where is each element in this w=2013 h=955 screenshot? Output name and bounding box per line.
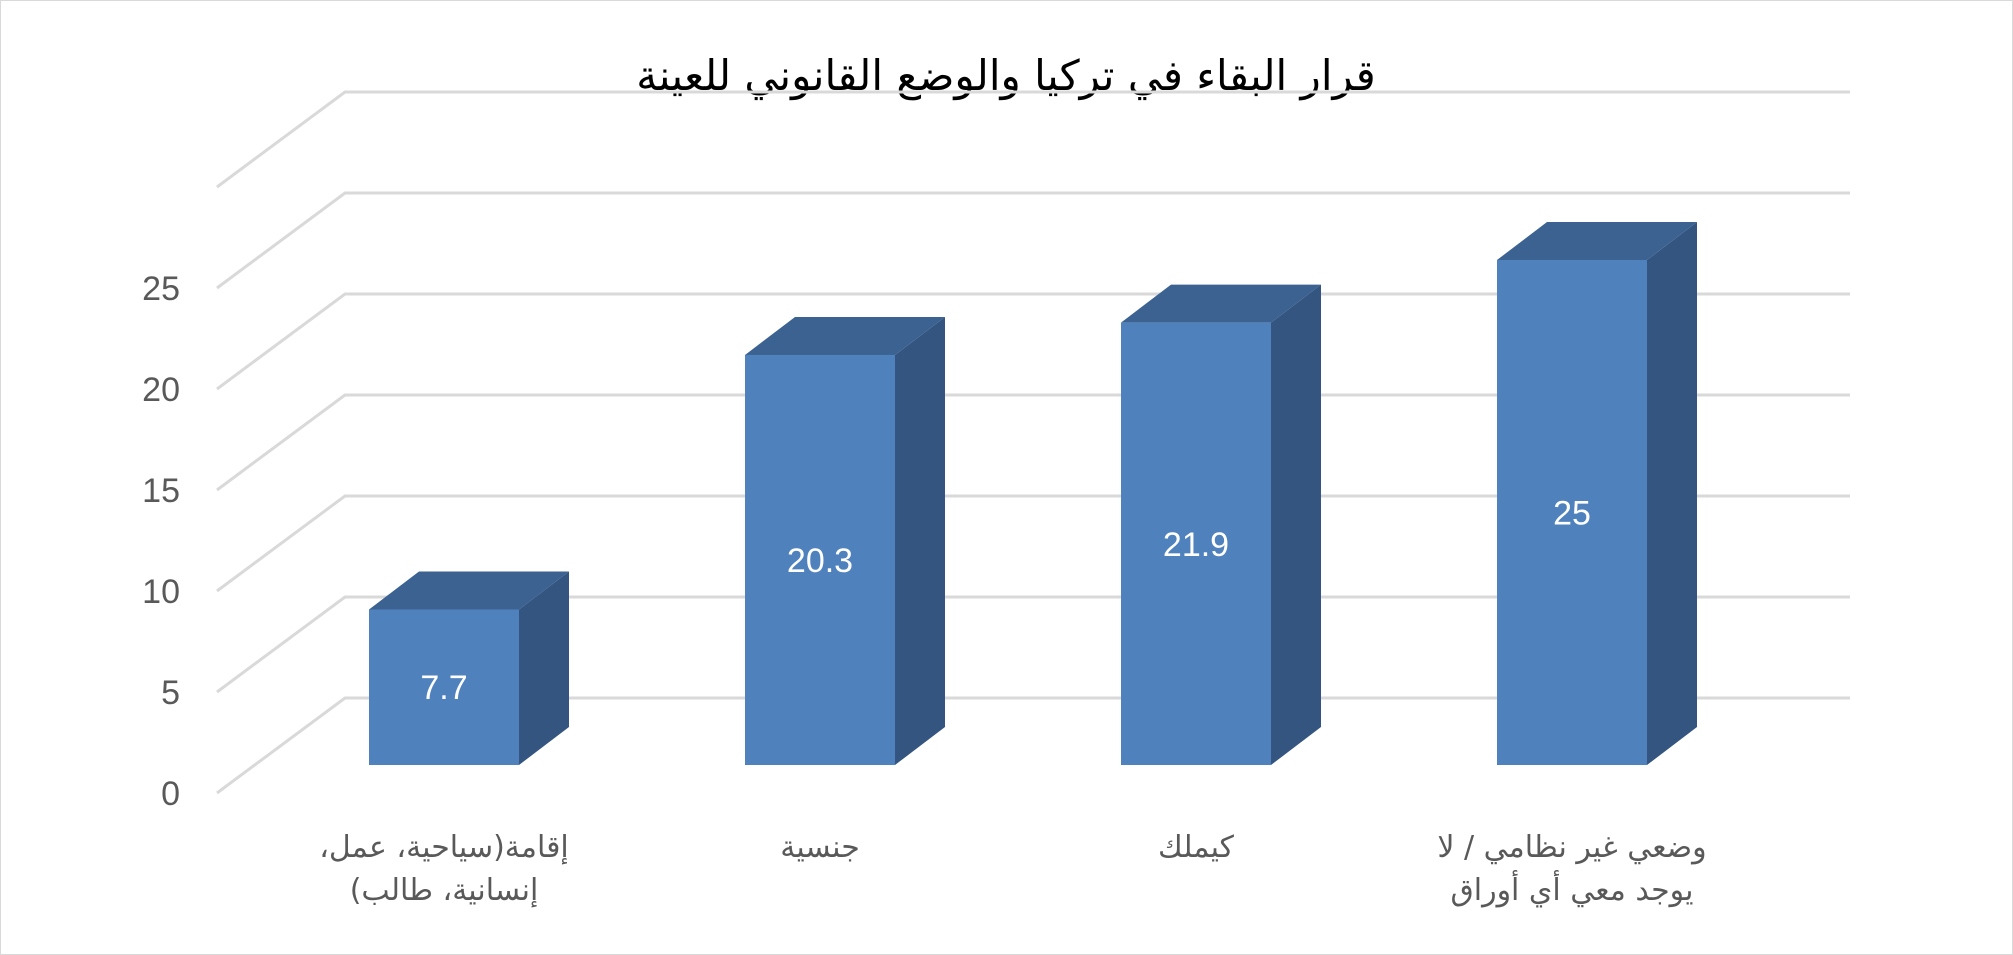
bar-side bbox=[895, 316, 945, 765]
gridline bbox=[216, 393, 1850, 492]
category-label: يوجد معي أي أوراق bbox=[1450, 869, 1693, 908]
bar bbox=[1497, 260, 1647, 765]
bars bbox=[369, 222, 1697, 765]
bar bbox=[1121, 322, 1271, 765]
y-tick-label: 20 bbox=[142, 371, 180, 409]
data-label: 20.3 bbox=[787, 542, 853, 580]
gridline bbox=[216, 595, 1850, 694]
y-tick-label: 0 bbox=[161, 775, 180, 813]
y-tick-label: 15 bbox=[142, 472, 180, 510]
gridlines bbox=[216, 90, 1850, 795]
bar bbox=[369, 609, 519, 765]
y-tick-label: 25 bbox=[142, 270, 180, 308]
y-axis-ticks: 0 5 10 15 20 25 bbox=[142, 270, 180, 813]
category-label: وضعي غير نظامي / لا bbox=[1437, 830, 1706, 865]
bar-top bbox=[1121, 284, 1321, 323]
x-axis-categories: إقامة(سياحية، عمل، إنسانية، طالب) جنسية كيم… bbox=[319, 830, 1706, 908]
bar-side bbox=[1647, 222, 1697, 765]
category-label: كيملك bbox=[1158, 830, 1235, 865]
gridline bbox=[216, 191, 1850, 290]
category-label: إنسانية، طالب) bbox=[350, 873, 539, 908]
data-label: 7.7 bbox=[420, 669, 467, 707]
bar-top bbox=[1497, 222, 1697, 260]
category-label: إقامة(سياحية، عمل، bbox=[319, 830, 569, 865]
data-label: 21.9 bbox=[1163, 526, 1229, 564]
gridline bbox=[216, 90, 1850, 189]
bar-side bbox=[1271, 284, 1321, 765]
bar-side bbox=[519, 571, 569, 765]
data-labels: 7.7 20.3 21.9 25 bbox=[420, 495, 1591, 708]
gridline bbox=[216, 696, 1850, 795]
y-tick-label: 10 bbox=[142, 573, 180, 611]
gridline bbox=[216, 494, 1850, 593]
bar bbox=[745, 354, 895, 765]
bar-top bbox=[745, 316, 945, 355]
bar-top bbox=[369, 571, 569, 610]
data-label: 25 bbox=[1553, 495, 1591, 533]
y-tick-label: 5 bbox=[161, 674, 180, 712]
category-label: جنسية bbox=[780, 830, 860, 865]
gridline bbox=[216, 292, 1850, 391]
